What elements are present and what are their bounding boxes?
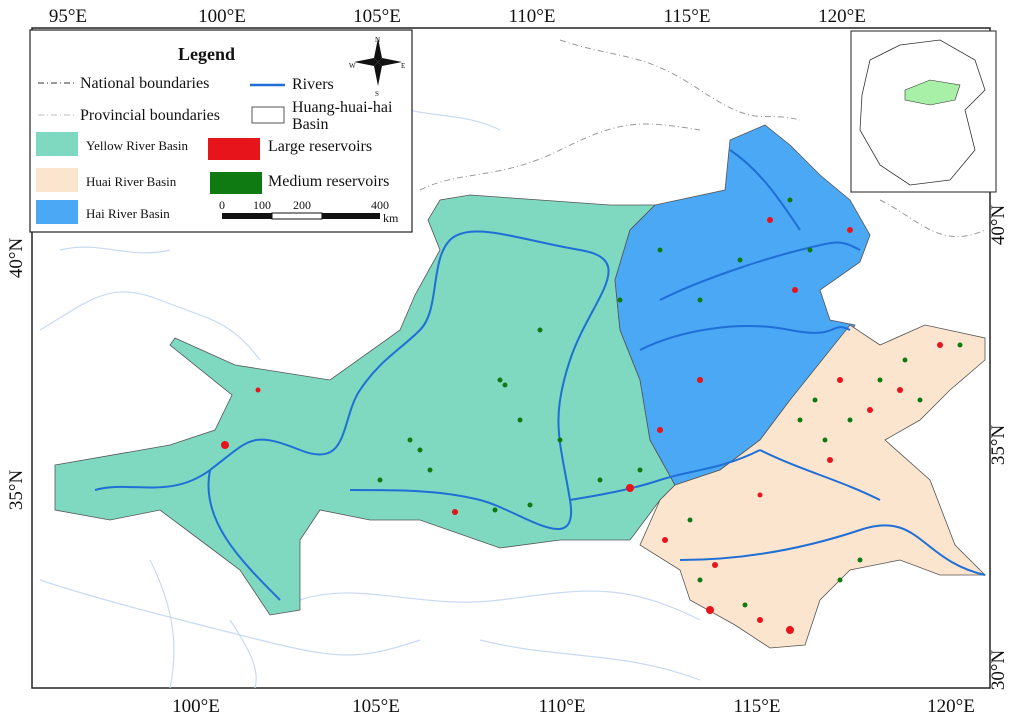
legend-basin-symbol [251, 106, 285, 124]
legend-label: Hai River Basin [86, 206, 170, 221]
hai-river-basin [614, 124, 871, 486]
longitude-label: 105°E [352, 696, 400, 717]
legend-large-symbol [208, 138, 260, 160]
longitude-label: 120°E [927, 696, 975, 717]
longitude-label: 110°E [539, 696, 586, 717]
longitude-label: 100°E [172, 696, 220, 717]
longitude-label: 95°E [49, 6, 87, 27]
latitude-label: 30°N [988, 650, 1009, 691]
legend-label: Provincial boundaries [80, 107, 220, 124]
latitude-label: 40°N [988, 205, 1009, 246]
longitude-label: 105°E [353, 6, 401, 27]
legend-label: Huang-huai-hai Basin [292, 99, 393, 133]
legend-label: Medium reservoirs [268, 173, 390, 190]
scale-label: 0 [219, 198, 225, 212]
legend-label: National boundaries [80, 75, 210, 92]
longitude-label: 110°E [509, 6, 556, 27]
compass-label: N [375, 36, 381, 44]
compass-label: E [401, 62, 406, 70]
longitude-label: 115°E [664, 6, 711, 27]
legend-label: Large reservoirs [268, 138, 373, 155]
inset-frame [850, 30, 997, 193]
inset-china [859, 39, 986, 186]
scale-label: 100 [253, 198, 271, 212]
legend-medium-symbol [210, 172, 262, 194]
legend-hai-symbol [36, 200, 78, 224]
compass-label: W [349, 62, 356, 70]
latitude-label: 40°N [6, 238, 27, 279]
compass [354, 38, 402, 86]
longitude-label: 100°E [198, 6, 246, 27]
legend-box [29, 29, 413, 233]
inset-study-area [904, 79, 961, 106]
medium-reservoirs [377, 197, 963, 608]
scale-label: 400 [371, 198, 389, 212]
legend-title: Legend [178, 44, 236, 64]
scale-label: 200 [293, 198, 311, 212]
legend-yellow-symbol [36, 132, 78, 156]
legend-label: Huai River Basin [86, 174, 177, 189]
main-rivers [94, 149, 986, 601]
huai-river-basin [639, 324, 986, 649]
scale-bar-segment [222, 213, 272, 219]
national-boundary [419, 39, 986, 238]
scale-bar-segment [322, 213, 380, 219]
latitude-label: 35°N [988, 425, 1009, 466]
background-rivers [39, 99, 701, 689]
longitude-label: 115°E [734, 696, 781, 717]
large-reservoirs [221, 217, 943, 634]
scale-unit: km [383, 211, 399, 225]
legend-huai-symbol [36, 168, 78, 192]
legend-label: Rivers [292, 76, 334, 93]
legend-label: Yellow River Basin [86, 138, 188, 153]
longitude-label: 120°E [818, 6, 866, 27]
compass-label: S [375, 90, 379, 98]
latitude-label: 35°N [6, 470, 27, 511]
